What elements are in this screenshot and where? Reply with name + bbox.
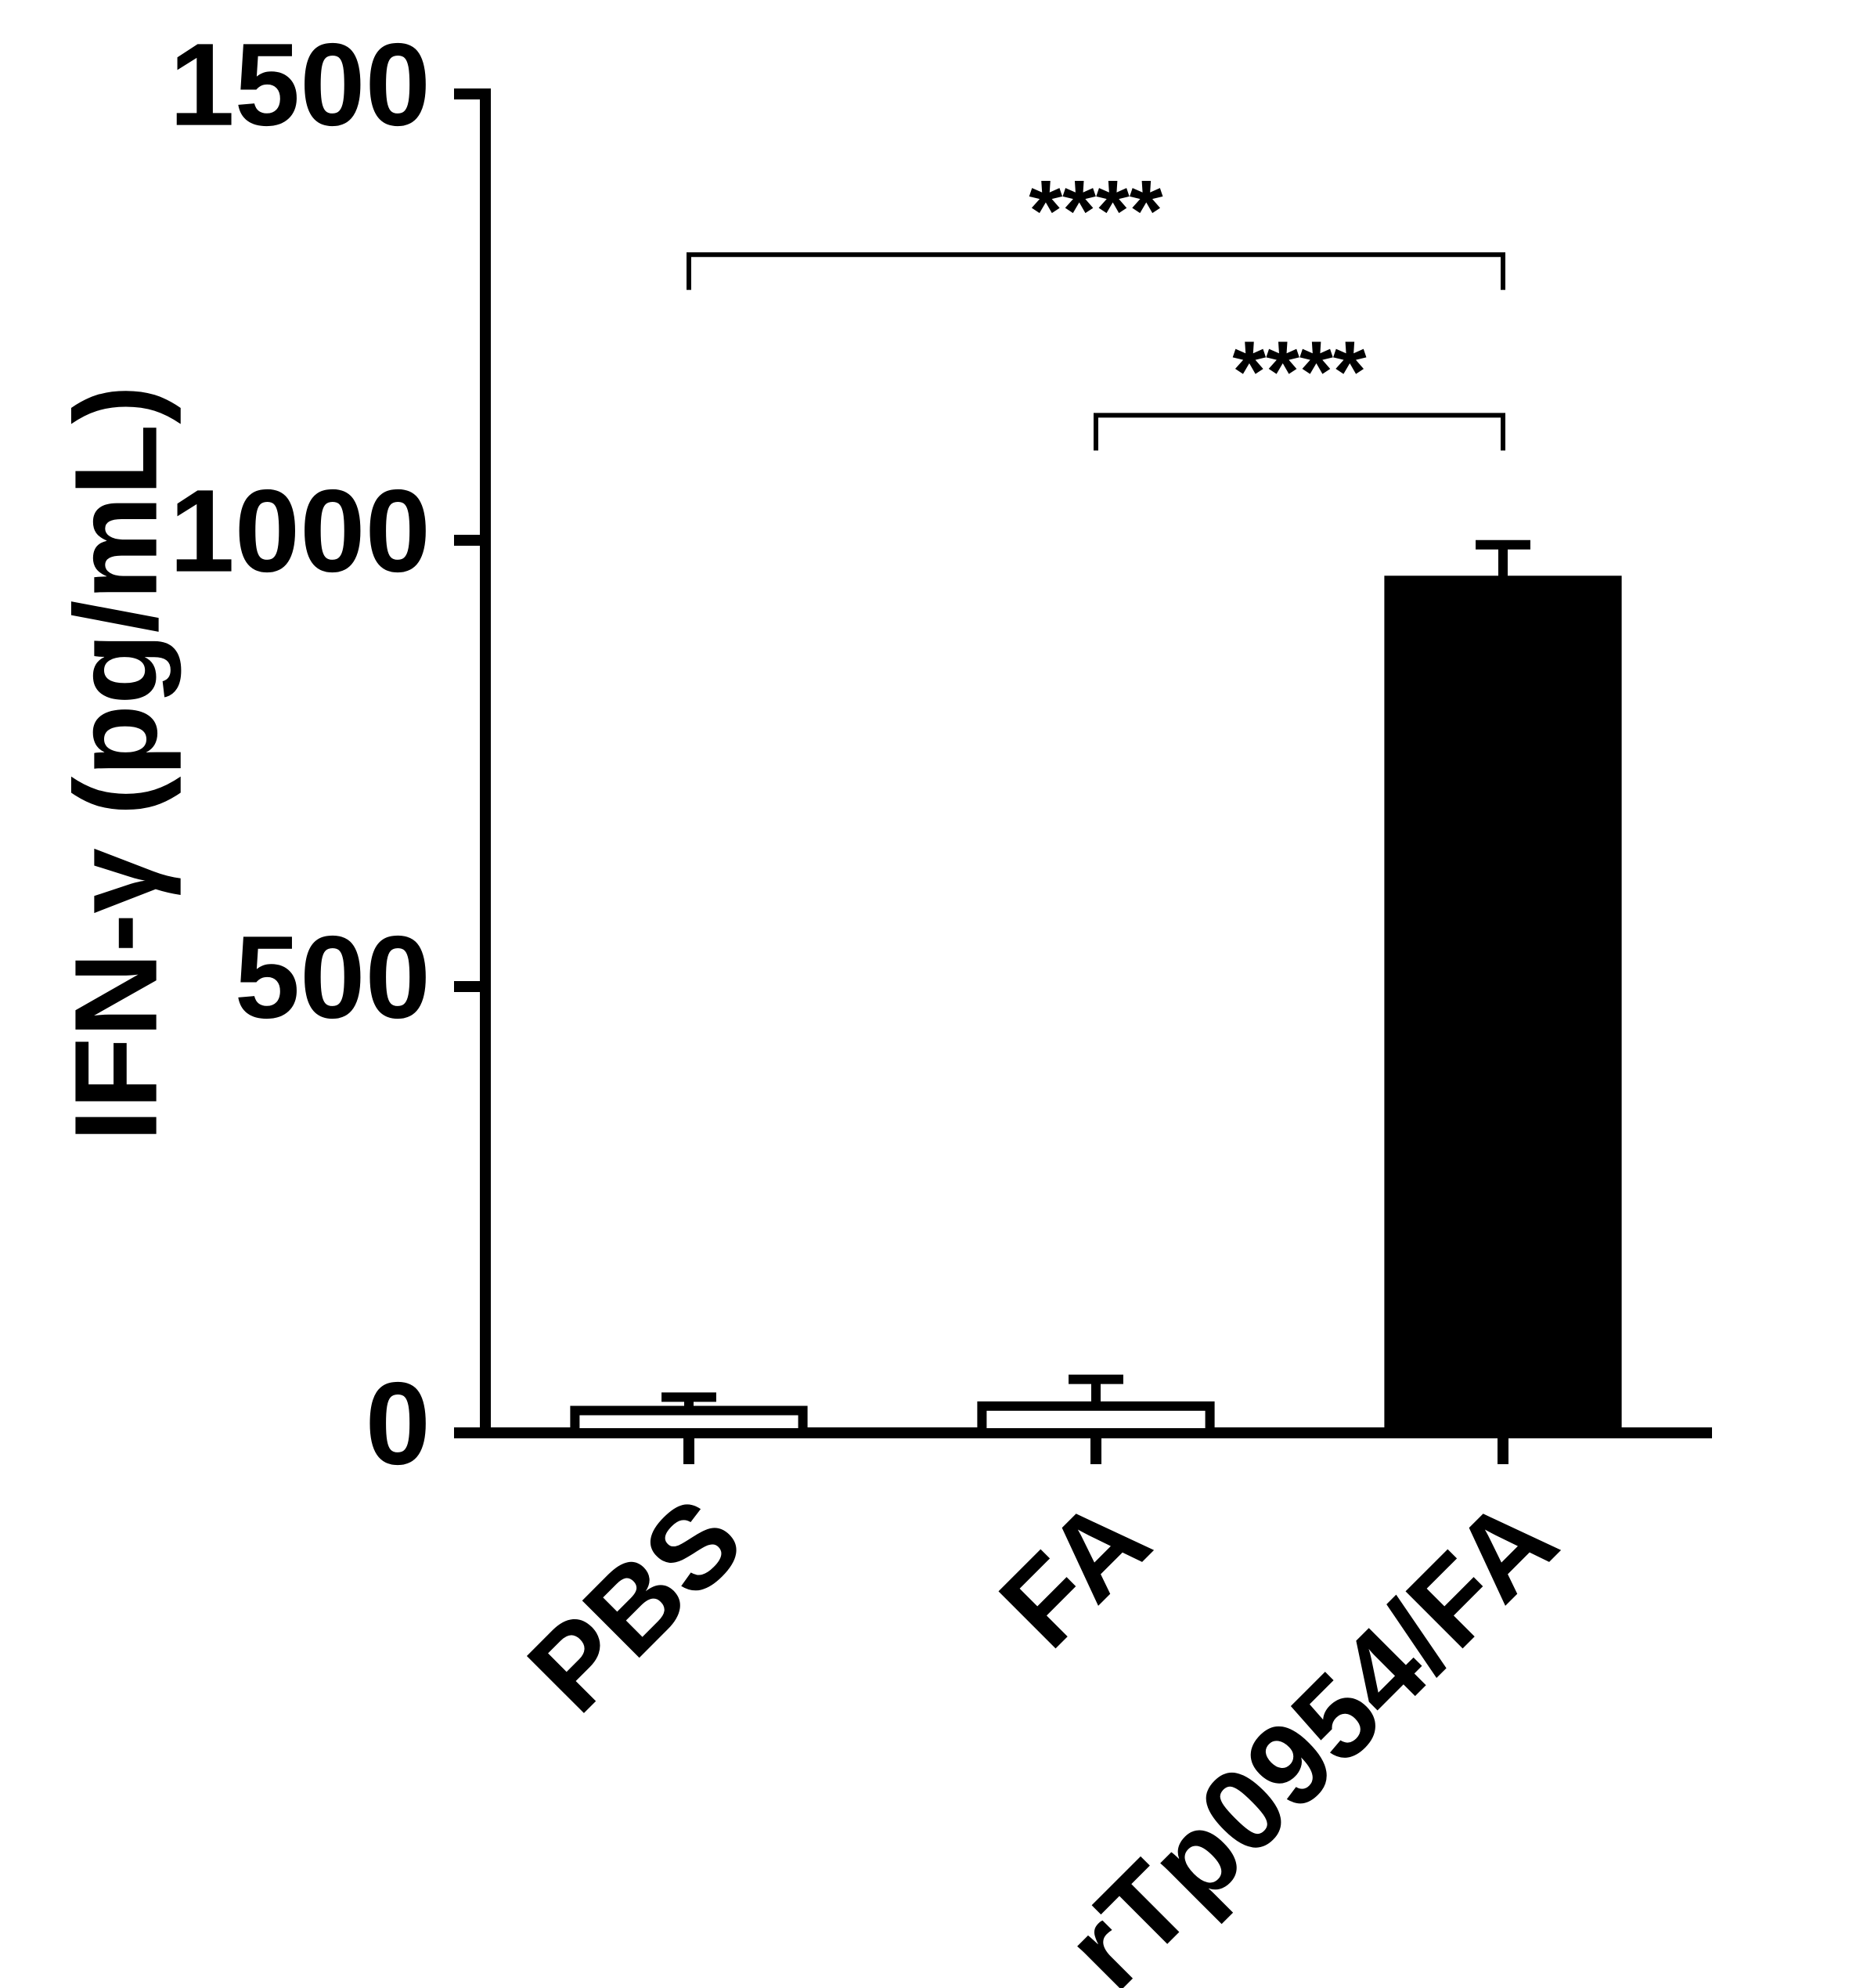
bar [1389,580,1617,1433]
significance-label: **** [1232,323,1366,420]
y-tick-label: 1000 [169,465,431,597]
y-tick-label: 0 [366,1358,431,1489]
bar [575,1411,802,1434]
bar [982,1406,1209,1433]
significance-label: **** [1029,163,1162,259]
y-tick-label: 500 [235,911,431,1043]
y-axis-label: IFN-γ (pg/mL) [50,385,182,1142]
y-tick-label: 1500 [169,19,431,150]
